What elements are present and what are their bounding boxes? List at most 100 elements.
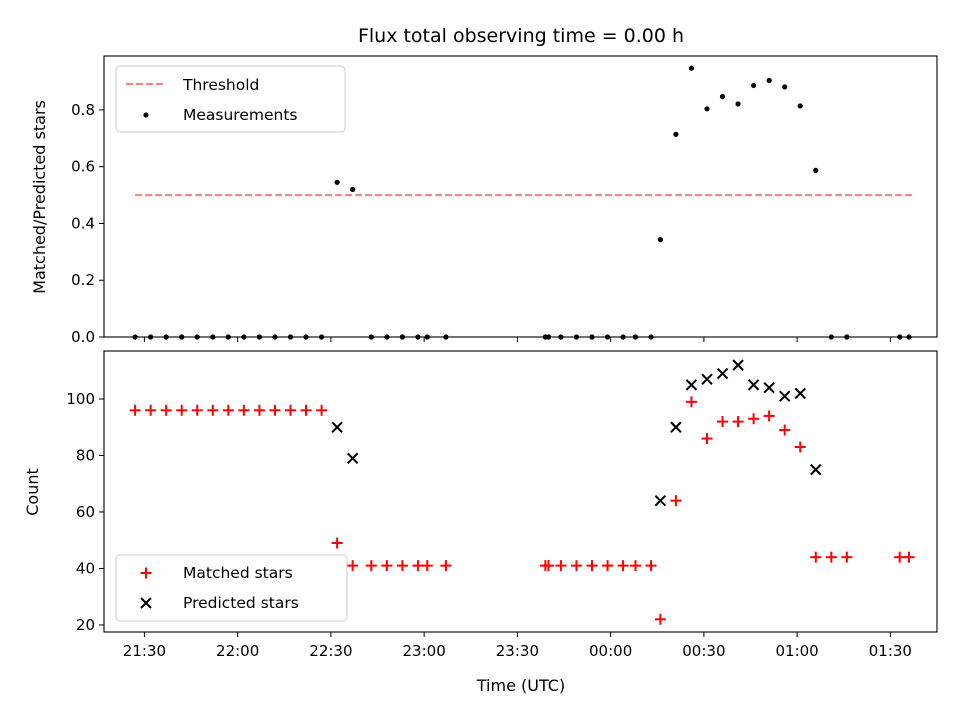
bottom-y-tick-label: 20 xyxy=(76,616,95,634)
matched-star-point xyxy=(645,560,657,572)
matched-star-point xyxy=(825,551,837,563)
matched-star-point xyxy=(670,495,682,507)
predicted-star-point xyxy=(331,421,343,433)
x-tick-label: 00:30 xyxy=(682,642,725,660)
matched-star-point xyxy=(412,560,424,572)
bottom-y-tick-label: 100 xyxy=(66,390,95,408)
measurement-point xyxy=(766,77,772,84)
matched-star-point xyxy=(316,404,328,416)
matched-star-point xyxy=(421,560,433,572)
measurements-legend-label: Measurements xyxy=(183,106,298,124)
predicted-star-point xyxy=(716,367,729,380)
predicted-star-point xyxy=(346,452,359,465)
matched-star-point xyxy=(810,551,822,563)
matched-star-point xyxy=(269,404,281,416)
bottom-plot-marks xyxy=(129,359,915,625)
matched-star-point xyxy=(396,560,408,572)
matched-star-point xyxy=(779,424,791,436)
predicted-stars-legend-label: Predicted stars xyxy=(183,594,299,612)
x-tick-label: 01:30 xyxy=(869,642,912,660)
x-tick-label: 21:30 xyxy=(123,642,166,660)
matched-star-point xyxy=(630,560,642,572)
top-y-tick-label: 0.2 xyxy=(71,271,95,289)
matched-star-point xyxy=(129,404,141,416)
bottom-plot: 20 40 60 80 100 21:30 22:00 22:30 23:00 23:30 00:0… xyxy=(23,350,938,695)
predicted-star-point xyxy=(747,379,760,391)
matched-star-point xyxy=(794,441,806,453)
measurement-point xyxy=(735,101,741,107)
matched-star-point xyxy=(903,551,915,563)
measurement-point xyxy=(334,179,340,185)
bottom-legend: Matched stars Predicted stars xyxy=(115,554,348,622)
matched-star-point xyxy=(763,410,775,422)
predicted-star-point xyxy=(732,359,744,371)
matched-star-point xyxy=(570,560,582,572)
top-legend: Threshold Measurements xyxy=(115,65,346,133)
x-tick-label: 00:00 xyxy=(589,642,632,660)
matched-star-point xyxy=(191,404,203,416)
measurement-point xyxy=(813,167,819,173)
matched-star-point xyxy=(347,560,359,572)
x-tick-label: 22:00 xyxy=(216,642,259,660)
matched-star-point xyxy=(685,396,697,408)
matched-star-point xyxy=(555,560,567,572)
top-y-tick-label: 0.6 xyxy=(71,158,95,176)
measurement-point xyxy=(350,186,356,193)
matched-star-point xyxy=(440,560,452,572)
predicted-star-point xyxy=(778,390,791,402)
bottom-plot-axes: 20 40 60 80 100 21:30 22:00 22:30 23:00 23:30 00:0… xyxy=(66,390,912,660)
matched-star-point xyxy=(654,613,666,625)
measurement-point xyxy=(719,93,726,100)
matched-star-point xyxy=(176,404,188,416)
matched-star-point xyxy=(586,560,598,572)
bottom-y-tick-label: 60 xyxy=(76,503,95,521)
matched-star-point xyxy=(284,404,296,416)
x-tick-label: 01:00 xyxy=(776,642,819,660)
bottom-y-tick-label: 80 xyxy=(76,446,95,464)
predicted-star-point xyxy=(763,382,775,394)
top-y-axis-label: Matched/Predicted stars xyxy=(30,100,49,294)
measurement-point xyxy=(704,106,710,112)
threshold-legend-label: Threshold xyxy=(182,76,259,94)
matched-star-point xyxy=(894,551,906,563)
top-y-tick-label: 0.4 xyxy=(71,214,95,232)
matched-star-point xyxy=(717,416,729,428)
matched-star-point xyxy=(300,404,312,416)
predicted-star-point xyxy=(654,494,667,507)
top-plot-frame xyxy=(103,55,938,338)
measurement-point xyxy=(688,65,695,71)
matched-star-point xyxy=(542,560,554,572)
measurement-point xyxy=(751,82,757,89)
bottom-plot-frame xyxy=(103,350,938,633)
matched-star-point xyxy=(748,413,760,425)
bottom-y-axis-label: Count xyxy=(23,468,42,516)
matched-star-point xyxy=(145,404,157,416)
measurement-point xyxy=(673,131,679,137)
matched-stars-legend-swatch xyxy=(140,567,152,579)
matched-star-point xyxy=(732,416,744,428)
predicted-star-point xyxy=(701,373,713,385)
measurements-legend-swatch xyxy=(143,112,149,118)
matched-stars-legend-label: Matched stars xyxy=(183,564,293,582)
top-plot-axes: 0.0 0.2 0.4 0.6 0.8 xyxy=(71,101,891,346)
matched-star-point xyxy=(207,404,219,416)
x-tick-label: 23:00 xyxy=(403,642,446,660)
bottom-legend-box xyxy=(115,554,348,622)
matched-star-point xyxy=(381,560,393,572)
top-y-tick-label: 0.0 xyxy=(71,328,95,346)
predicted-star-point xyxy=(794,387,806,400)
matched-star-point xyxy=(160,404,172,416)
top-plot-marks xyxy=(132,65,913,340)
top-chart-title: Flux total observing time = 0.00 h xyxy=(358,25,684,47)
measurement-point xyxy=(782,84,788,90)
top-legend-box xyxy=(115,65,346,133)
top-plot: 0.00.20.40.60.8 Matched/Predicted stars … xyxy=(30,55,938,346)
top-y-tick-label: 0.8 xyxy=(71,101,95,119)
bottom-y-tick-label: 40 xyxy=(76,559,95,577)
x-tick-label: 23:30 xyxy=(496,642,539,660)
matched-star-point xyxy=(238,404,250,416)
matched-star-point xyxy=(617,560,629,572)
matched-star-point xyxy=(602,560,614,572)
matched-star-point xyxy=(222,404,234,416)
